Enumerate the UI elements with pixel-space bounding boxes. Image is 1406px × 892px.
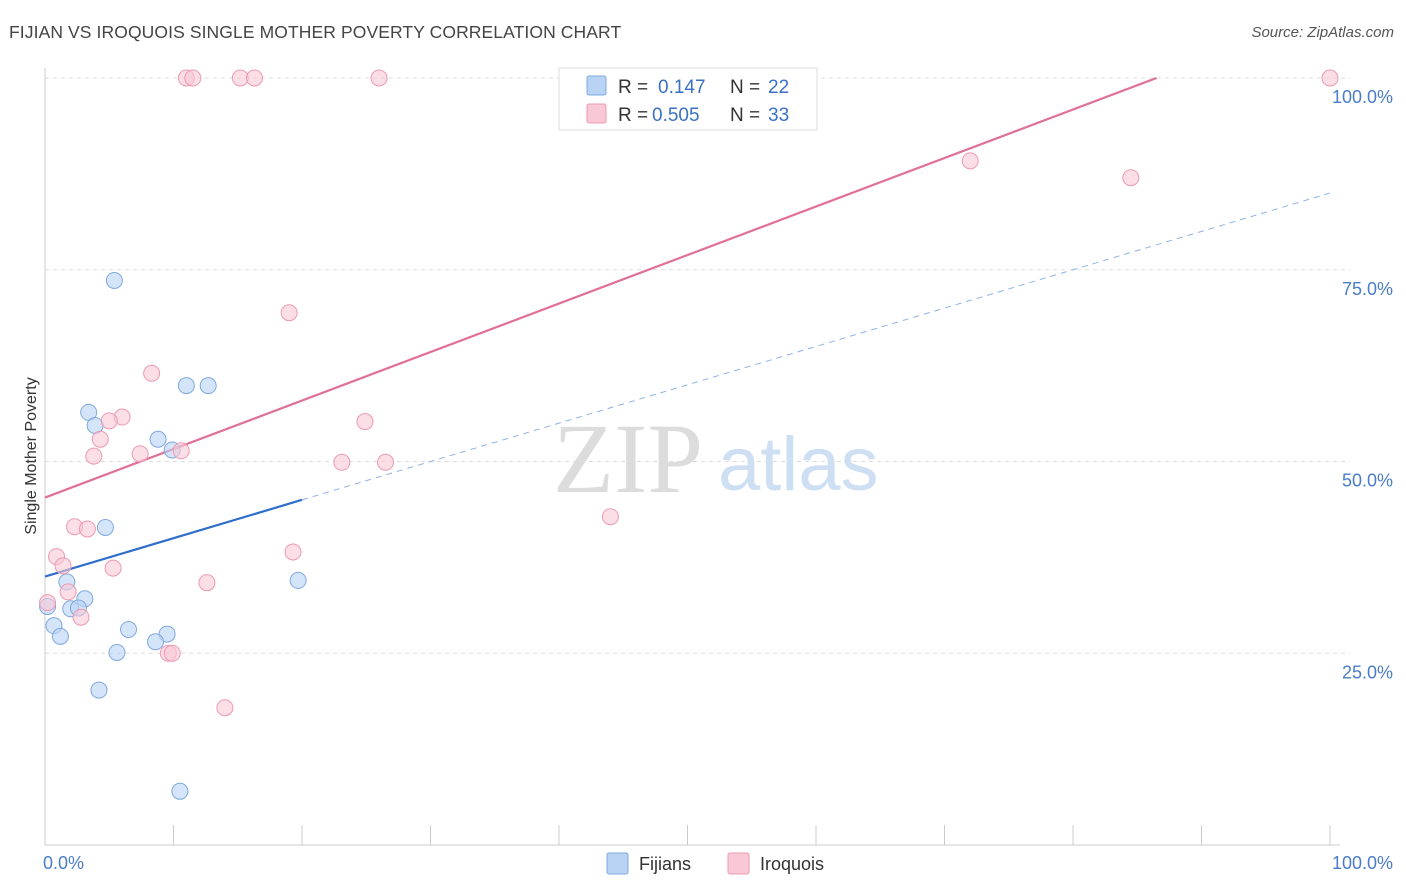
grid-lines xyxy=(45,77,1350,654)
legend-r-value-iroquois: 0.505 xyxy=(652,105,700,126)
bottom-legend-swatch-iroquois xyxy=(727,852,750,875)
iroquois-point-3 xyxy=(245,69,263,87)
iroquois-point-12 xyxy=(356,413,374,431)
iroquois-point-7 xyxy=(1122,169,1140,187)
iroquois-point-16 xyxy=(85,447,103,465)
iroquois-point-14 xyxy=(131,445,149,463)
fijians-point-0 xyxy=(105,271,123,289)
iroquois-point-15 xyxy=(172,442,190,460)
bottom-legend-iroquois: Iroquois xyxy=(760,854,824,874)
iroquois-point-9 xyxy=(143,364,161,382)
legend-r-value-fijians: 0.147 xyxy=(658,77,706,98)
iroquois-point-24 xyxy=(54,557,72,575)
legend-r-label-iroquois: R = xyxy=(618,105,648,126)
fijians-point-15 xyxy=(120,620,138,638)
fijians-point-5 xyxy=(149,430,167,448)
iroquois-point-17 xyxy=(333,453,351,471)
bottom-legend: Fijians Iroquois xyxy=(606,852,824,875)
x-tick-label-0: 0.0% xyxy=(43,853,84,873)
bottom-legend-fijians: Fijians xyxy=(639,854,691,874)
iroquois-point-26 xyxy=(198,574,216,592)
iroquois-point-29 xyxy=(72,608,90,626)
bottom-legend-swatch-fijians xyxy=(606,852,629,875)
fijians-point-21 xyxy=(171,782,189,800)
tick-labels: 25.0% 50.0% 75.0% 100.0% 0.0% 100.0% xyxy=(43,87,1393,873)
fijians-trend-extension xyxy=(301,192,1331,501)
legend-n-value-iroquois: 33 xyxy=(768,105,789,126)
fijians-trend-line xyxy=(44,498,303,578)
y-tick-label-1: 50.0% xyxy=(1342,471,1393,491)
legend-n-label-fijians: N = xyxy=(730,77,760,98)
iroquois-point-19 xyxy=(601,508,619,526)
iroquois-point-31 xyxy=(163,644,181,662)
iroquois-point-18 xyxy=(377,453,395,471)
y-tick-label-0: 25.0% xyxy=(1342,662,1393,682)
fijians-point-2 xyxy=(199,377,217,395)
source-label: Source: ZipAtlas.com xyxy=(1251,24,1394,41)
y-axis-label: Single Mother Poverty xyxy=(23,377,40,534)
fijians-point-20 xyxy=(90,681,108,699)
chart-title: FIJIAN VS IROQUOIS SINGLE MOTHER POVERTY… xyxy=(9,22,622,42)
iroquois-point-32 xyxy=(216,699,234,717)
legend: R = 0.147 N = 22 R = 0.505 N = 33 xyxy=(558,67,818,131)
legend-n-label-iroquois: N = xyxy=(730,105,760,126)
iroquois-point-2 xyxy=(231,69,249,87)
iroquois-point-8 xyxy=(280,304,298,322)
iroquois-point-25 xyxy=(104,559,122,577)
iroquois-point-21 xyxy=(78,520,96,538)
x-tick-label-1: 100.0% xyxy=(1332,853,1393,873)
legend-n-value-fijians: 22 xyxy=(768,77,789,98)
fijians-point-19 xyxy=(108,643,126,661)
iroquois-trend-line xyxy=(44,76,1157,499)
y-tick-label-3: 100.0% xyxy=(1332,87,1393,107)
iroquois-point-6 xyxy=(961,152,979,170)
y-tick-label-2: 75.0% xyxy=(1342,279,1393,299)
watermark-zip: ZIP xyxy=(553,403,703,514)
iroquois-point-4 xyxy=(370,69,388,87)
iroquois-points xyxy=(39,69,1339,717)
fijians-points xyxy=(39,271,307,800)
iroquois-point-1 xyxy=(184,69,202,87)
iroquois-point-11 xyxy=(100,412,118,430)
fijians-point-18 xyxy=(147,633,165,651)
watermark-atlas: atlas xyxy=(718,422,879,507)
iroquois-point-13 xyxy=(91,430,109,448)
legend-swatch-iroquois xyxy=(586,103,607,124)
fijians-point-8 xyxy=(289,571,307,589)
legend-swatch-fijians xyxy=(586,75,607,96)
fijians-point-1 xyxy=(177,377,195,395)
iroquois-point-22 xyxy=(284,543,302,561)
axes xyxy=(44,68,1340,846)
fijians-point-7 xyxy=(96,518,114,536)
iroquois-point-28 xyxy=(39,594,57,612)
fijians-point-16 xyxy=(51,627,69,645)
legend-r-label-fijians: R = xyxy=(618,77,648,98)
iroquois-point-27 xyxy=(59,583,77,601)
trend-lines xyxy=(44,76,1331,578)
iroquois-point-5 xyxy=(1321,69,1339,87)
watermark: ZIP atlas xyxy=(553,403,879,514)
